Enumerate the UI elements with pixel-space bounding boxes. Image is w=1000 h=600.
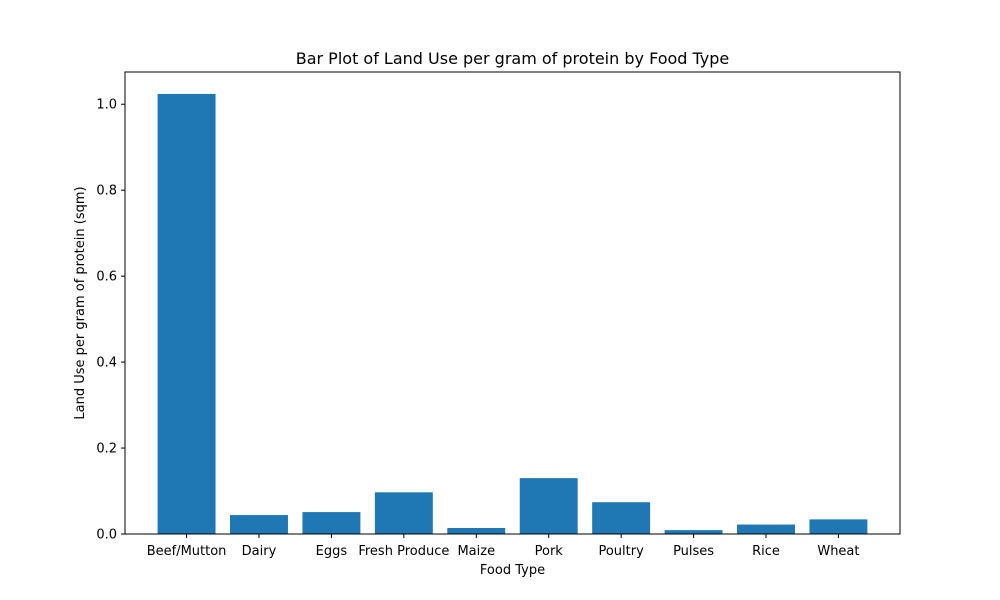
y-tick-label: 0.4: [96, 356, 117, 371]
bar-beef-mutton: [157, 93, 216, 535]
x-axis-label: Food Type: [480, 563, 545, 578]
chart-title: Bar Plot of Land Use per gram of protein…: [296, 49, 730, 68]
x-tick-label: Eggs: [316, 544, 348, 559]
bar-eggs: [302, 512, 361, 534]
x-tick-label: Beef/Mutton: [147, 544, 227, 559]
y-axis-label: Land Use per gram of protein (sqm): [73, 186, 88, 419]
x-tick-label: Maize: [457, 544, 495, 559]
bar-wheat: [809, 519, 868, 534]
axes-frame: [124, 71, 901, 535]
y-tick-label: 0.0: [96, 528, 117, 543]
y-tick-label: 1.0: [96, 98, 117, 113]
bar-pork: [519, 478, 578, 534]
x-tick-label: Rice: [752, 544, 780, 559]
bar-fresh-produce: [374, 492, 433, 534]
x-tick-label: Pulses: [673, 544, 714, 559]
bar-rice: [737, 524, 795, 534]
x-tick-label: Pork: [535, 544, 564, 559]
bar-dairy: [230, 515, 288, 534]
bar-poultry: [592, 502, 651, 534]
plot-area: Beef/Mutton Dairy Eggs Fresh Produce Maize Po…: [96, 71, 901, 559]
bar-maize: [447, 527, 506, 534]
x-tick-label: Poultry: [598, 544, 644, 559]
x-tick-label: Fresh Produce: [358, 544, 449, 559]
x-tick-label: Dairy: [242, 544, 277, 559]
y-tick-label: 0.6: [96, 270, 117, 285]
y-tick-label: 0.2: [96, 442, 117, 457]
y-tick-label: 0.8: [96, 184, 117, 199]
x-tick-label: Wheat: [817, 544, 859, 559]
bar-pulses: [664, 530, 723, 534]
